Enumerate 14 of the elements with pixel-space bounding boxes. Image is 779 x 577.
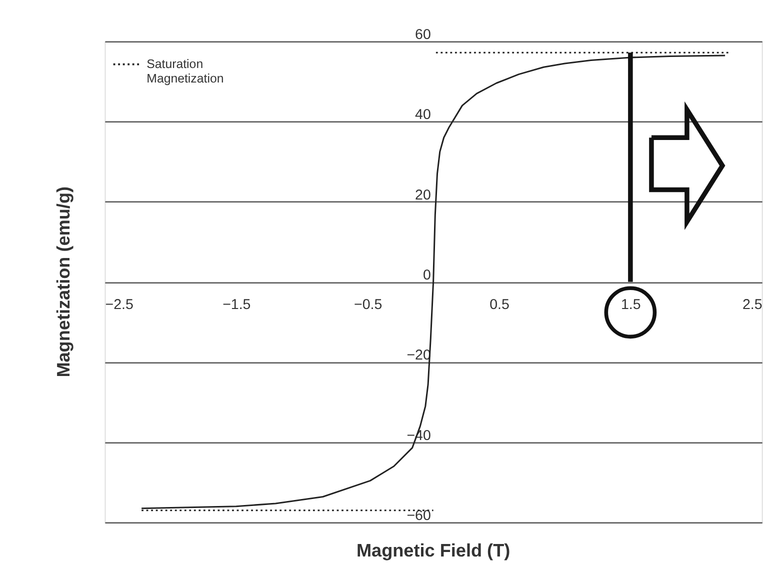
y-tick-label: 0	[422, 268, 431, 284]
x-tick-label: −2.5	[105, 297, 134, 314]
legend-label: Saturation Magnetization	[146, 57, 224, 86]
y-tick-label: 40	[415, 107, 431, 124]
y-tick-label: −60	[406, 508, 431, 524]
x-tick-label: 2.5	[742, 297, 762, 314]
x-tick-label: −1.5	[222, 297, 251, 314]
y-tick-label: 60	[415, 27, 431, 44]
x-axis-title: Magnetic Field (T)	[356, 540, 510, 561]
x-tick-label: −0.5	[354, 297, 382, 314]
x-tick-label: 1.5	[620, 297, 641, 314]
x-tick-label: 0.5	[490, 297, 510, 314]
y-axis-title: Magnetization (emu/g)	[54, 186, 74, 378]
y-tick-label: 20	[415, 187, 431, 204]
